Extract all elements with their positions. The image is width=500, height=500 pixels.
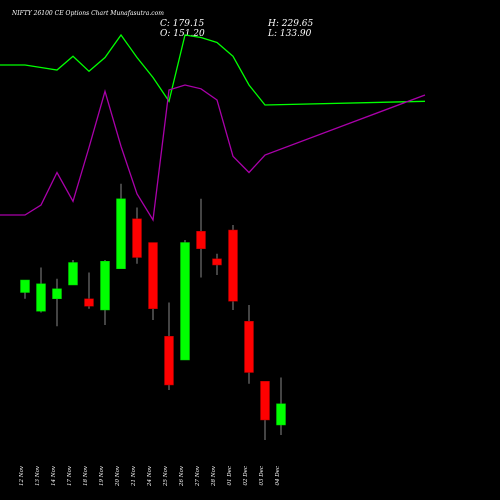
candle-body-down	[244, 321, 254, 373]
x-tick-label: 25 Nov	[163, 465, 169, 487]
x-tick-label: 14 Nov	[51, 465, 57, 486]
x-tick-label: 01 Dec	[227, 466, 233, 486]
x-tick-label: 02 Dec	[243, 466, 249, 486]
high-value: H: 229.65	[268, 19, 314, 29]
x-tick-label: 18 Nov	[83, 465, 89, 486]
candle-body-down	[132, 218, 142, 258]
chart-title: NIFTY 26100 CE Options Chart Munafasutra…	[12, 10, 164, 17]
candle-body-up	[20, 279, 30, 293]
x-tick-label: 19 Nov	[99, 465, 105, 486]
candle-body-down	[148, 242, 158, 309]
x-tick-label: 12 Nov	[19, 465, 25, 486]
candle-body-up	[100, 261, 110, 311]
x-tick-label: 27 Nov	[195, 465, 201, 487]
x-tick-label: 20 Nov	[115, 465, 121, 487]
x-tick-label: 13 Nov	[35, 465, 41, 486]
candle-body-up	[36, 283, 46, 312]
x-tick-label: 03 Dec	[259, 466, 265, 486]
x-tick-label: 26 Nov	[179, 465, 185, 487]
lower-line	[0, 84, 426, 222]
candle-body-down	[196, 231, 206, 249]
open-value: O: 151.20	[160, 29, 205, 39]
x-tick-label: 28 Nov	[211, 465, 217, 487]
candle-body-down	[260, 381, 270, 421]
candle-body-up	[180, 242, 190, 361]
candle-body-up	[52, 288, 62, 299]
x-tick-label: 04 Dec	[275, 466, 281, 486]
candle-body-up	[116, 198, 126, 269]
close-value: C: 179.15	[160, 19, 205, 29]
x-tick-label: 21 Nov	[131, 465, 137, 487]
upper-line	[0, 33, 426, 106]
candle-body-down	[212, 258, 222, 266]
candle-body-down	[228, 229, 238, 302]
candle-body-up	[276, 403, 286, 426]
x-tick-label: 24 Nov	[147, 465, 153, 487]
candle-body-down	[164, 336, 174, 386]
candle-body-up	[68, 262, 78, 286]
low-value: L: 133.90	[268, 29, 312, 39]
x-tick-label: 17 Nov	[67, 465, 73, 486]
candle-body-down	[84, 298, 94, 307]
